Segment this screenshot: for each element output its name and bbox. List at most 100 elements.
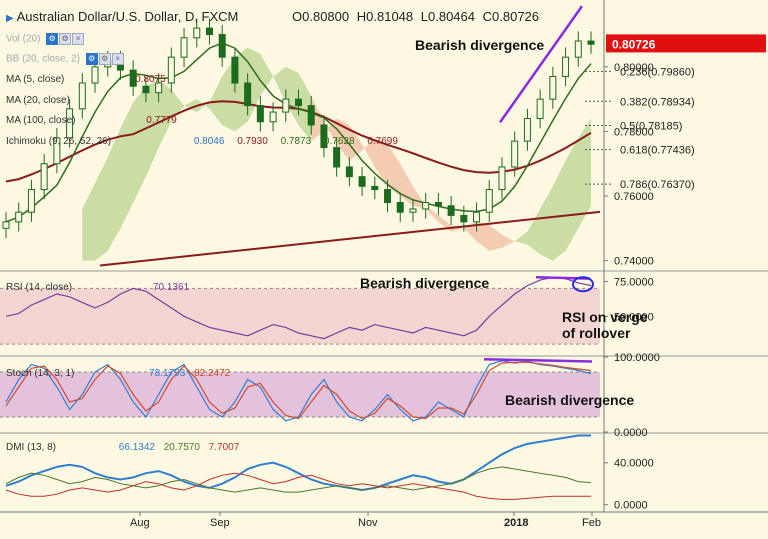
candle-body (155, 82, 163, 94)
candle-body (333, 147, 341, 168)
candle-body (205, 27, 213, 36)
candle-body (167, 56, 175, 84)
candle-body (307, 105, 315, 126)
ichimoku-cloud-red (311, 95, 515, 251)
candle-body (574, 40, 582, 58)
fib-level-label: 0.786(0.76370) (620, 179, 695, 191)
candle-body (91, 66, 99, 84)
candle-body (218, 34, 226, 58)
dmi-value-adx: 66.1342 (118, 442, 155, 453)
fib-level-label: 0.236(0.79860) (620, 66, 695, 78)
indicator-ma20: MA (20, close) (6, 95, 70, 106)
ichimoku-value-0: 0.8046 (193, 136, 225, 147)
rsi-line (5, 276, 592, 340)
indicator-dmi: DMI (13, 8) 66.1342 20.7570 7.7007 (6, 442, 239, 453)
candle-body (549, 76, 557, 100)
candle-body (587, 40, 595, 45)
indicator-vol: Vol (20) ⚙ ⚙ × (6, 33, 85, 45)
candle-body (523, 118, 531, 142)
annotation-bearish-price: Bearish divergence (415, 37, 544, 53)
dmi-value-plus: 20.7570 (163, 442, 200, 453)
candle-body (447, 205, 455, 216)
candle-body (15, 211, 23, 223)
candle-body (396, 202, 404, 213)
close-icon[interactable]: × (72, 33, 85, 45)
last-price-tag (606, 34, 766, 53)
candle-body (473, 211, 481, 223)
candle-body (27, 189, 35, 213)
ichimoku-cloud-green (514, 118, 591, 261)
dmi-tick-label: 0.0000 (614, 500, 648, 512)
stoch-value-k: 78.1793 (149, 368, 186, 379)
chart-header: ▶ Australian Dollar/U.S. Dollar, D, FXCM… (6, 9, 539, 24)
fib-level-label: 0.618(0.77436) (620, 145, 695, 157)
annotation-rsi-rollover-1: RSI on verge (562, 309, 648, 325)
close-icon[interactable]: × (111, 53, 124, 65)
candle-body (142, 85, 150, 94)
candle-body (180, 37, 188, 58)
indicator-dmi-label: DMI (13, 8) (6, 442, 57, 453)
ohlc-low: L0.80464 (420, 9, 475, 24)
ohlc-close: C0.80726 (482, 9, 540, 24)
candle-body (231, 56, 239, 84)
support-trendline (99, 210, 601, 267)
title-arrow-icon[interactable]: ▶ (6, 13, 14, 24)
candle-body (53, 137, 61, 165)
candle-body (129, 69, 137, 87)
candle-body (371, 185, 379, 191)
indicator-ma5: MA (5, close) 0.8075 (6, 74, 166, 85)
indicator-bb-label: BB (20, close, 2) (6, 53, 80, 65)
ohlc-high: H0.81048 (356, 9, 414, 24)
annotation-bearish-stoch: Bearish divergence (505, 392, 634, 408)
settings-icon[interactable]: ⚙ (98, 53, 111, 65)
indicator-ichimoku: Ichimoku (9, 26, 52, 26) 0.8046 0.7930 0… (6, 136, 398, 147)
candle-body (256, 105, 264, 123)
stoch-line (5, 361, 592, 420)
candle-body (485, 189, 493, 213)
settings-icon[interactable]: ⚙ (59, 33, 72, 45)
indicator-stoch-label: Stoch (14, 3, 1) (6, 368, 75, 379)
indicator-ma100-value: 0.7779 (146, 115, 177, 126)
candle-body (498, 166, 506, 191)
indicator-ichimoku-label: Ichimoku (9, 26, 52, 26) (6, 136, 112, 147)
rsi-tick-label: 75.0000 (614, 276, 654, 288)
candle-body (295, 98, 302, 107)
dmi-line (5, 472, 591, 500)
dmi-value-minus: 7.7007 (208, 442, 240, 453)
indicator-ma20-label: MA (20, close) (6, 95, 70, 106)
rsi-rollover-circle (572, 276, 594, 293)
ohlc-open: O0.80800 (292, 9, 350, 24)
chart-title: Australian Dollar/U.S. Dollar, D, FXCM (16, 9, 239, 24)
candle-body (244, 82, 252, 107)
candle-body (511, 140, 519, 168)
gear-icon[interactable]: ⚙ (46, 33, 59, 45)
candle-body (40, 163, 48, 191)
ichimoku-value-1: 0.7930 (237, 136, 268, 147)
indicator-rsi-label: RSI (14, close) (6, 282, 73, 293)
indicator-rsi: RSI (14, close) 70.1361 (6, 282, 189, 293)
candle-body (78, 82, 86, 110)
last-price-label: 0.80726 (612, 37, 656, 51)
candle-body (282, 98, 290, 113)
indicator-ma100: MA (100, close) 0.7779 (6, 115, 177, 126)
divergence-line-price (498, 5, 584, 124)
gear-icon[interactable]: ⚙ (85, 53, 98, 65)
dmi-line (5, 466, 592, 493)
candle-body (460, 214, 468, 223)
divergence-line-rsi (535, 276, 591, 280)
indicator-ma100-label: MA (100, close) (6, 115, 76, 126)
candle-body (422, 202, 430, 210)
candle-body (345, 166, 353, 178)
indicator-ma5-label: MA (5, close) (6, 74, 65, 85)
annotation-rsi-rollover-2: of rollover (562, 325, 631, 341)
candle-body (384, 189, 392, 204)
candle-body (409, 208, 417, 213)
time-tick-label: Sep (210, 517, 230, 529)
fib-level-label: 0.5(0.78185) (620, 120, 682, 132)
time-tick-label: Feb (582, 517, 601, 529)
candle-body (434, 202, 442, 207)
indicator-ma5-value: 0.8075 (135, 74, 166, 85)
price-tick-label: 0.76000 (614, 191, 654, 203)
stoch-line (5, 360, 592, 422)
